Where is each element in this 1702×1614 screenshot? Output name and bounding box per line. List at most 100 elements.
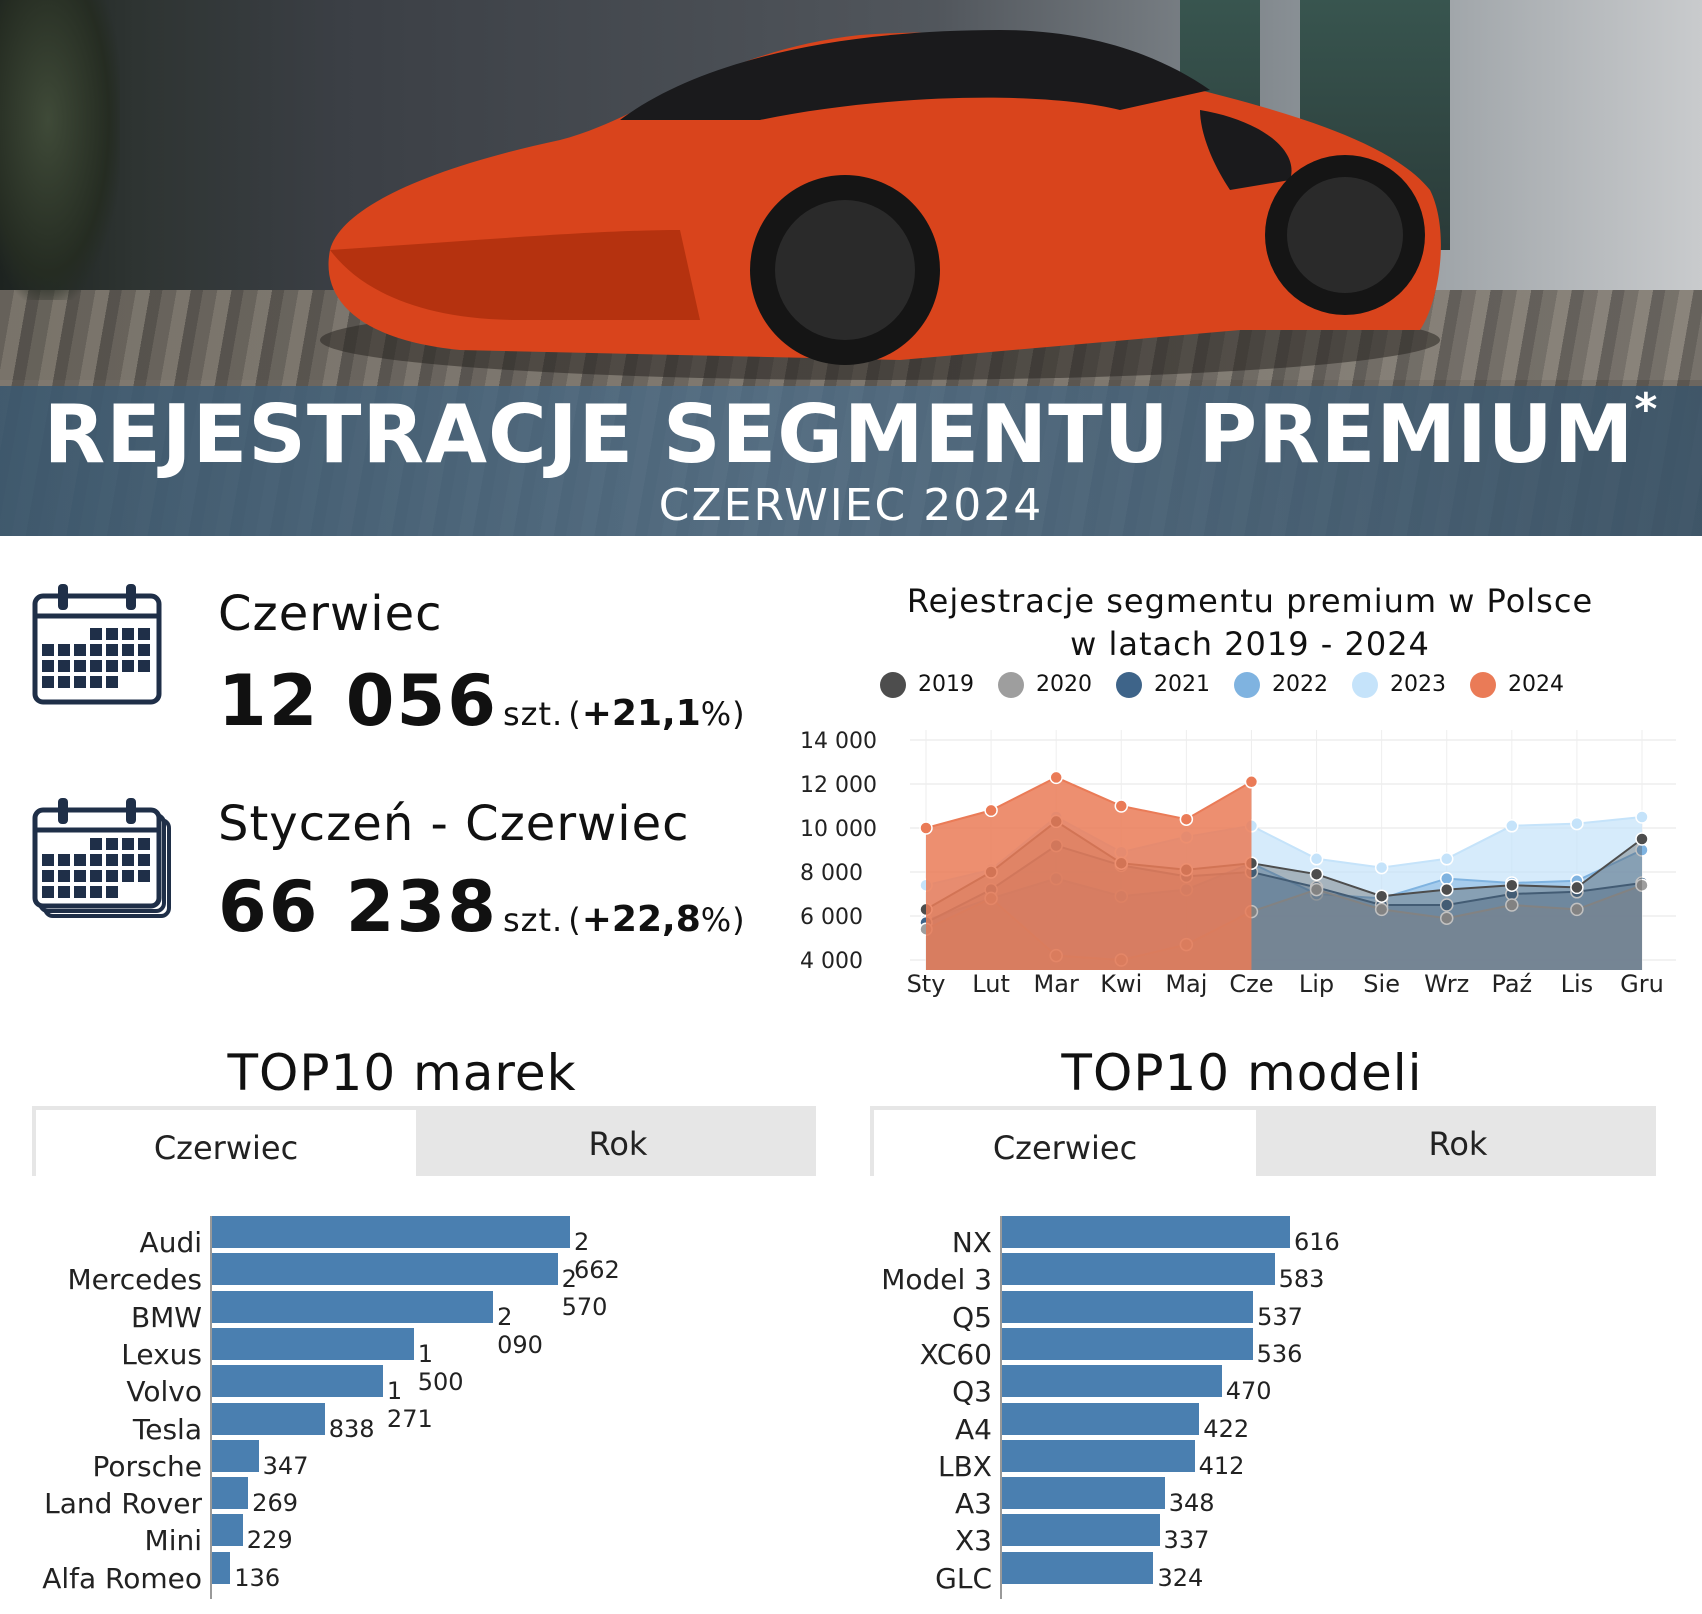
- bar-value-label: 136: [234, 1563, 281, 1592]
- bar-category-label: A4: [955, 1412, 992, 1446]
- y-tick-label: 6 000: [800, 905, 863, 930]
- point-2019: [1309, 867, 1324, 881]
- bar: [212, 1253, 558, 1286]
- bar-category-label: Model 3: [881, 1263, 992, 1297]
- point-2023: [1309, 852, 1324, 866]
- point-2023: [1374, 860, 1389, 875]
- point-2019: [1570, 880, 1584, 895]
- point-2024: [1244, 775, 1259, 789]
- hero-image: REJESTRACJE SEGMENTU PREMIUM* CZERWIEC 2…: [0, 0, 1702, 536]
- bar-category-label: Q5: [952, 1300, 992, 1334]
- bar-value-label: 2 662: [574, 1228, 620, 1284]
- bar-category-label: Q3: [952, 1375, 992, 1409]
- bar-category-label: Audi: [139, 1226, 202, 1259]
- legend-item-2019: 2019: [880, 672, 974, 698]
- stat-ytd-label: Styczeń - Czerwiec: [218, 796, 690, 852]
- tab-rok[interactable]: Rok: [1428, 1125, 1488, 1163]
- point-2020: [1570, 902, 1584, 917]
- bar-value-label: 337: [1163, 1526, 1210, 1555]
- bar-value-label: 470: [1225, 1377, 1272, 1406]
- y-tick-label: 14 000: [800, 729, 877, 754]
- bar-value-label: 1 271: [386, 1377, 433, 1434]
- point-2023: [1505, 819, 1519, 833]
- legend-label: 2020: [1036, 672, 1092, 697]
- bar-value-label: 324: [1157, 1563, 1204, 1592]
- bar-category-label: NX: [951, 1226, 992, 1259]
- x-tick-label: Wrz: [1424, 970, 1469, 998]
- point-2019: [1635, 832, 1649, 846]
- point-2022: [1439, 871, 1454, 886]
- legend-dot: [998, 672, 1024, 698]
- line-chart-title-line: Rejestracje segmentu premium w Polsce: [906, 582, 1594, 620]
- bar-category-label: Land Rover: [44, 1487, 202, 1521]
- calendar-icon: [32, 584, 162, 705]
- point-2024: [1114, 799, 1129, 813]
- legend-item-2021: 2021: [1116, 672, 1210, 698]
- x-tick-label: Mar: [1034, 970, 1079, 998]
- legend-dot: [1470, 672, 1496, 698]
- models-tabs: Czerwiec Rok: [870, 1106, 1656, 1176]
- x-tick-label: Sie: [1363, 970, 1400, 998]
- bar-value-label: 536: [1256, 1339, 1303, 1368]
- bar-category-label: A3: [955, 1487, 992, 1521]
- legend-label: 2022: [1272, 672, 1328, 697]
- point-2019: [1374, 889, 1389, 903]
- bar-value-label: 2 570: [561, 1265, 608, 1322]
- bar: [1002, 1477, 1165, 1510]
- bar-category-label: LBX: [938, 1449, 992, 1483]
- stat-ytd-number: 66 238: [218, 866, 498, 948]
- x-tick-label: Lis: [1561, 970, 1594, 998]
- legend-item-2020: 2020: [998, 672, 1092, 698]
- title-banner: [0, 386, 1702, 536]
- point-2019: [1439, 882, 1454, 897]
- bar-value-label: 616: [1294, 1228, 1340, 1256]
- x-tick-label: Gru: [1620, 970, 1664, 998]
- point-2020: [1505, 898, 1519, 912]
- bar-category-label: GLC: [935, 1561, 992, 1595]
- bar-category-label: Mini: [144, 1524, 202, 1558]
- bar-value-label: 412: [1198, 1451, 1245, 1480]
- tab-czerwiec[interactable]: Czerwiec: [32, 1106, 420, 1176]
- bar-value-label: 583: [1278, 1265, 1325, 1294]
- stat-month-value: 12 056 szt. (+21,1%): [218, 660, 746, 742]
- bar-category-label: Alfa Romeo: [42, 1561, 202, 1595]
- bar-value-label: 838: [328, 1414, 375, 1443]
- bar-category-label: X3: [955, 1524, 992, 1558]
- legend-label: 2023: [1390, 672, 1446, 697]
- bar: [212, 1365, 383, 1398]
- stat-month-change: +21,1: [581, 693, 701, 734]
- tab-czerwiec[interactable]: Czerwiec: [870, 1106, 1260, 1176]
- legend-item-2023: 2023: [1352, 672, 1446, 698]
- bar-category-label: Tesla: [132, 1412, 202, 1446]
- bar-value-label: 1 500: [417, 1339, 464, 1396]
- tab-rok[interactable]: Rok: [588, 1125, 648, 1163]
- bar: [1002, 1439, 1195, 1472]
- x-tick-label: Sty: [907, 970, 946, 998]
- bar: [212, 1439, 259, 1472]
- stat-month-change-close: %): [700, 695, 746, 733]
- bar: [212, 1402, 325, 1435]
- bar-axis: [210, 1216, 212, 1599]
- area-2024: [926, 777, 1252, 970]
- bar: [1002, 1327, 1253, 1360]
- bar: [212, 1327, 414, 1360]
- bar-category-label: Porsche: [92, 1449, 202, 1483]
- bar: [212, 1216, 570, 1248]
- bar: [212, 1514, 243, 1547]
- stat-ytd-unit: szt.: [503, 901, 564, 939]
- bar: [1002, 1290, 1254, 1323]
- car-illustration: [320, 30, 1441, 380]
- point-2020: [1635, 878, 1649, 892]
- bar-category-label: BMW: [130, 1300, 202, 1334]
- bar-value-label: 269: [252, 1489, 298, 1518]
- point-2024: [919, 821, 933, 835]
- point-2024: [984, 803, 998, 818]
- legend-dot: [1116, 672, 1142, 698]
- line-chart-title: Rejestracje segmentu premium w Polsce w …: [840, 580, 1660, 666]
- calendar-range-icon: [32, 798, 171, 918]
- line-chart: 14 000 12 000 10 000 8 000 6 000 4 000 Sty Lut M…: [800, 729, 1676, 998]
- bar: [212, 1551, 231, 1584]
- point-2023: [1570, 816, 1584, 831]
- point-2023: [1635, 810, 1649, 824]
- page-subtitle: CZERWIEC 2024: [658, 480, 1044, 531]
